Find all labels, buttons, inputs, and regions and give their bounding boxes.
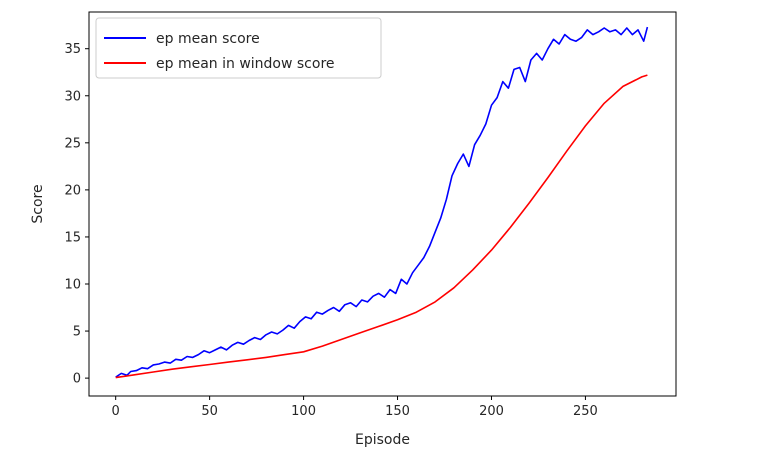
legend-label-ep-mean-in-window-score: ep mean in window score bbox=[156, 56, 335, 72]
y-tick-label: 35 bbox=[64, 42, 81, 57]
series-line-1 bbox=[115, 74, 648, 379]
x-tick-label: 50 bbox=[201, 404, 218, 419]
y-tick-label: 5 bbox=[73, 325, 81, 340]
y-tick-label: 30 bbox=[64, 89, 81, 104]
y-tick-label: 25 bbox=[64, 136, 81, 151]
x-tick-label: 150 bbox=[385, 404, 410, 419]
x-tick-label: 0 bbox=[112, 404, 120, 419]
legend-label-ep-mean-score: ep mean score bbox=[156, 31, 260, 47]
x-tick-label: 250 bbox=[573, 404, 598, 419]
y-axis-ticks: 0 5 10 15 20 25 30 35 bbox=[64, 42, 89, 387]
y-tick-label: 10 bbox=[64, 278, 81, 293]
legend: ep mean score ep mean in window score bbox=[95, 17, 382, 79]
y-axis-title: Score bbox=[30, 184, 46, 223]
series-layer bbox=[115, 26, 649, 379]
x-tick-label: 200 bbox=[479, 404, 504, 419]
x-tick-label: 100 bbox=[291, 404, 316, 419]
y-tick-label: 20 bbox=[64, 183, 81, 198]
y-tick-label: 15 bbox=[64, 230, 81, 245]
legend-box bbox=[95, 17, 382, 79]
x-axis-title: Episode bbox=[355, 432, 410, 448]
series-line-0 bbox=[115, 26, 649, 378]
y-tick-label: 0 bbox=[73, 372, 81, 387]
x-axis-ticks: 0 50 100 150 200 250 bbox=[112, 396, 598, 419]
